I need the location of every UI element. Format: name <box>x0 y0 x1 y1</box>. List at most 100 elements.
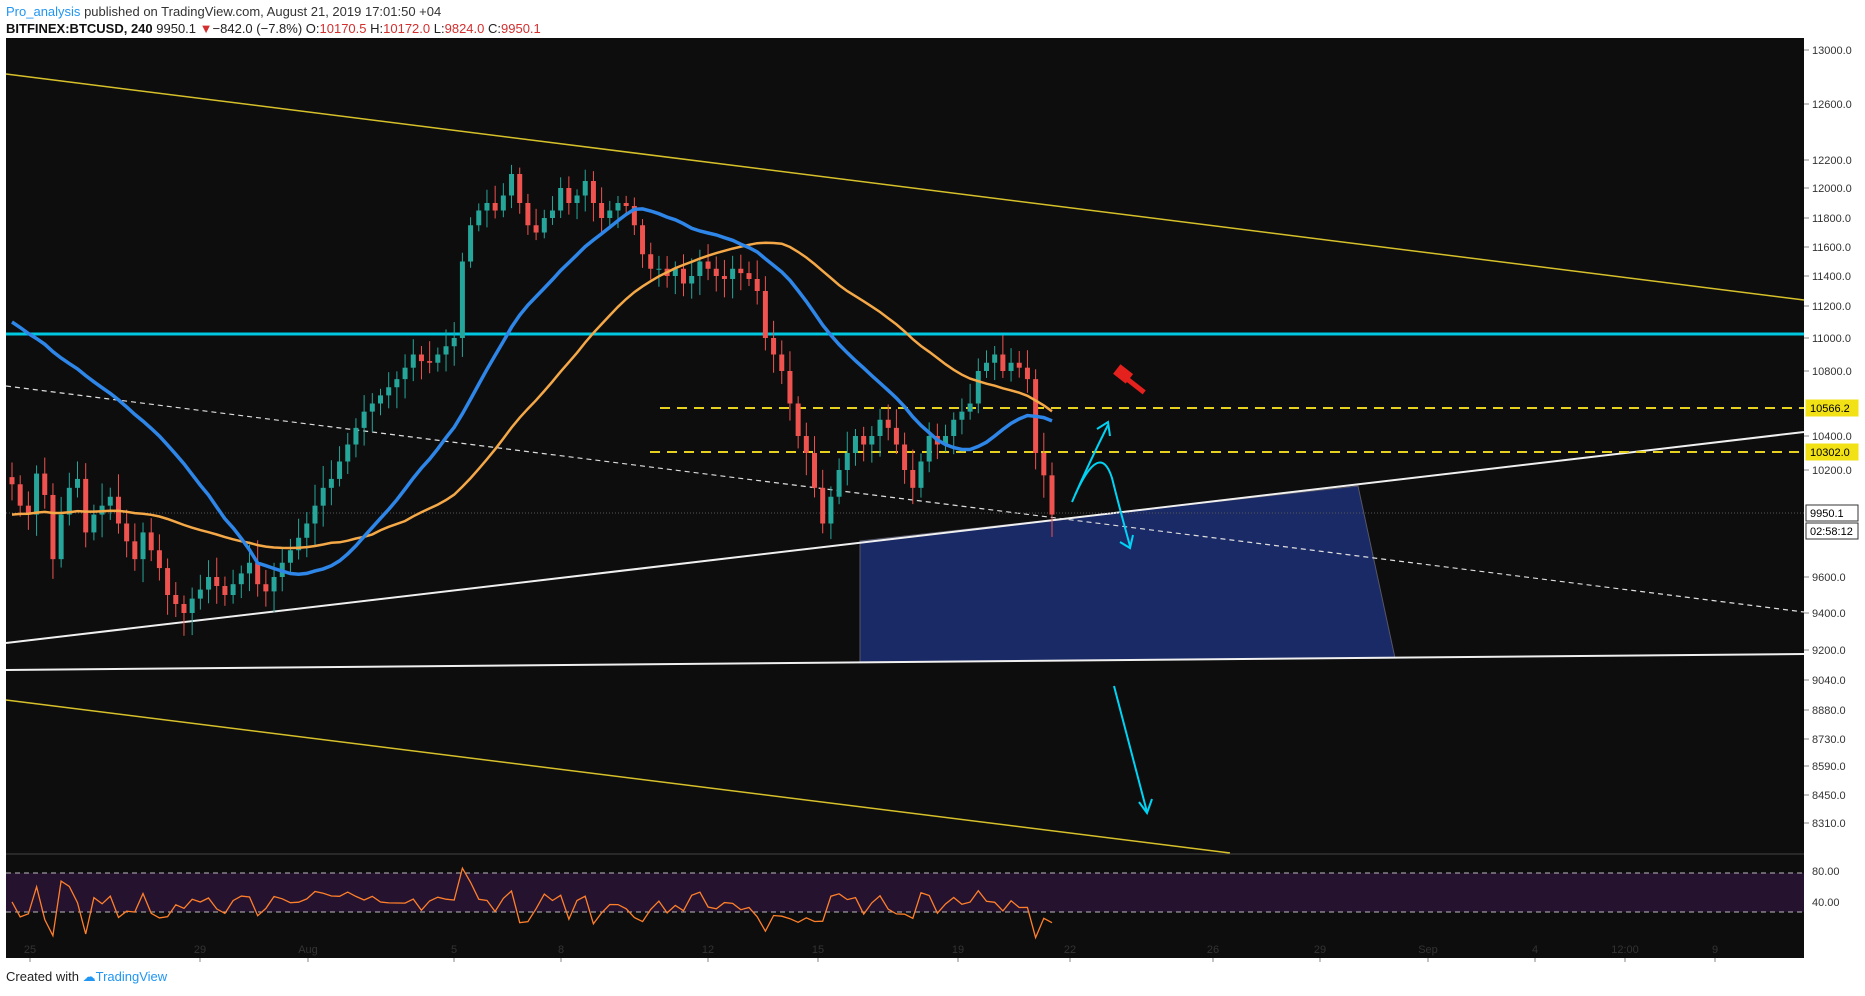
candle-body <box>312 505 318 524</box>
candle-body <box>369 403 375 412</box>
price-tick-label: 8730.0 <box>1812 734 1846 746</box>
candle-body <box>1049 475 1055 515</box>
down-arrowhead-icon <box>1119 534 1134 550</box>
candle-body <box>738 268 744 274</box>
close-label: C: <box>488 21 501 36</box>
candle-body <box>951 419 957 436</box>
candle-body <box>66 487 72 515</box>
candle-body <box>721 276 727 279</box>
candle-body <box>451 338 457 347</box>
candle-body <box>75 478 81 488</box>
price-tick-label: 8310.0 <box>1812 818 1846 830</box>
candle-body <box>869 436 875 445</box>
candle-body <box>533 225 539 233</box>
projection-arrows <box>1071 420 1153 816</box>
price-tag-label: 9950.1 <box>1810 508 1844 520</box>
time-tick-label: 22 <box>1064 944 1076 956</box>
candle-body <box>656 268 662 270</box>
support-line[interactable] <box>5 653 1805 671</box>
candle-body <box>173 595 179 604</box>
candle-body <box>468 225 474 262</box>
candle-body <box>566 188 572 203</box>
publish-line: Pro_analysis published on TradingView.co… <box>6 4 441 19</box>
candle-body <box>107 496 113 506</box>
price-tick-label: 8590.0 <box>1812 761 1846 773</box>
candle-body <box>17 484 23 506</box>
candle-body <box>959 411 965 420</box>
open-label: O: <box>305 21 320 36</box>
symbol-label[interactable]: BITFINEX:BTCUSD, 240 <box>6 21 153 36</box>
rsi-band <box>6 873 1804 912</box>
candle-body <box>787 371 793 404</box>
candle-body <box>771 338 777 355</box>
candle-body <box>418 354 424 362</box>
candle-body <box>378 395 384 404</box>
up-arrowhead-icon <box>1096 420 1111 437</box>
candle-body <box>795 403 801 436</box>
candle-body <box>255 562 261 585</box>
candle-body <box>238 573 244 585</box>
candle-body <box>713 268 719 276</box>
price-tick-label: 8880.0 <box>1812 705 1846 717</box>
price-tick-label: 10200.0 <box>1812 465 1852 477</box>
candle-body <box>25 505 31 515</box>
time-tick-label: 12 <box>702 944 714 956</box>
time-tick-label: 15 <box>812 944 824 956</box>
candle-body <box>861 436 867 445</box>
price-tag <box>1805 399 1859 417</box>
candle-body <box>590 181 596 203</box>
price-tick-label: 11000.0 <box>1812 333 1851 345</box>
price-axis[interactable] <box>1804 38 1865 958</box>
price-tick-label: 9400.0 <box>1812 608 1846 620</box>
price-axis-labels: 13000.0 12600.0 12200.0 12000.0 11800.0 11600… <box>1804 45 1852 909</box>
last-price: 9950.1 <box>156 21 197 36</box>
candle-body <box>500 195 506 211</box>
rising-trendline[interactable] <box>5 431 1805 644</box>
countdown-label: 02:58:12 <box>1810 526 1853 538</box>
time-tick-label: 19 <box>952 944 964 956</box>
candle-body <box>525 203 531 226</box>
created-with-label: Created with <box>6 969 79 984</box>
price-tick-label: 11600.0 <box>1812 242 1851 254</box>
price-tick-label: 9040.0 <box>1812 675 1846 687</box>
low-value: 9824.0 <box>444 21 485 36</box>
rsi-line <box>11 866 1053 940</box>
tradingview-brand[interactable]: TradingView <box>95 969 168 984</box>
time-tick-label: 29 <box>1314 944 1326 956</box>
candle-body <box>877 419 883 436</box>
candle-body <box>697 261 703 276</box>
price-tick-label: 9200.0 <box>1812 645 1846 657</box>
candle-body <box>820 487 826 524</box>
candle-body <box>91 514 97 533</box>
candle-body <box>992 354 998 363</box>
candle-body <box>345 444 351 462</box>
price-tag <box>1805 443 1859 461</box>
price-tick-label: 8450.0 <box>1812 790 1846 802</box>
candle-body <box>156 550 162 569</box>
candle-body <box>607 210 613 218</box>
candle-body <box>852 436 858 453</box>
candle-body <box>386 387 392 396</box>
candle-body <box>549 210 555 218</box>
candle-body <box>509 174 515 196</box>
time-tick-label: 8 <box>558 944 564 956</box>
low-label: L: <box>433 21 445 36</box>
candle-body <box>83 478 89 533</box>
candle-body <box>705 261 711 269</box>
time-tick-label: 25 <box>24 944 36 956</box>
ma-fast-line <box>11 207 1053 576</box>
candle-body <box>631 206 637 226</box>
candle-body <box>328 478 334 488</box>
candle-body <box>754 279 760 291</box>
candle-body <box>222 586 228 595</box>
candle-body <box>828 496 834 524</box>
price-tick-label: 11200.0 <box>1812 301 1851 313</box>
candle-body <box>353 427 359 445</box>
candle-body <box>599 203 605 218</box>
candle-body <box>214 577 220 586</box>
author-link[interactable]: Pro_analysis <box>6 4 81 19</box>
close-value: 9950.1 <box>501 21 541 36</box>
candle-body <box>435 354 441 363</box>
ma-slow-line <box>11 241 1053 550</box>
